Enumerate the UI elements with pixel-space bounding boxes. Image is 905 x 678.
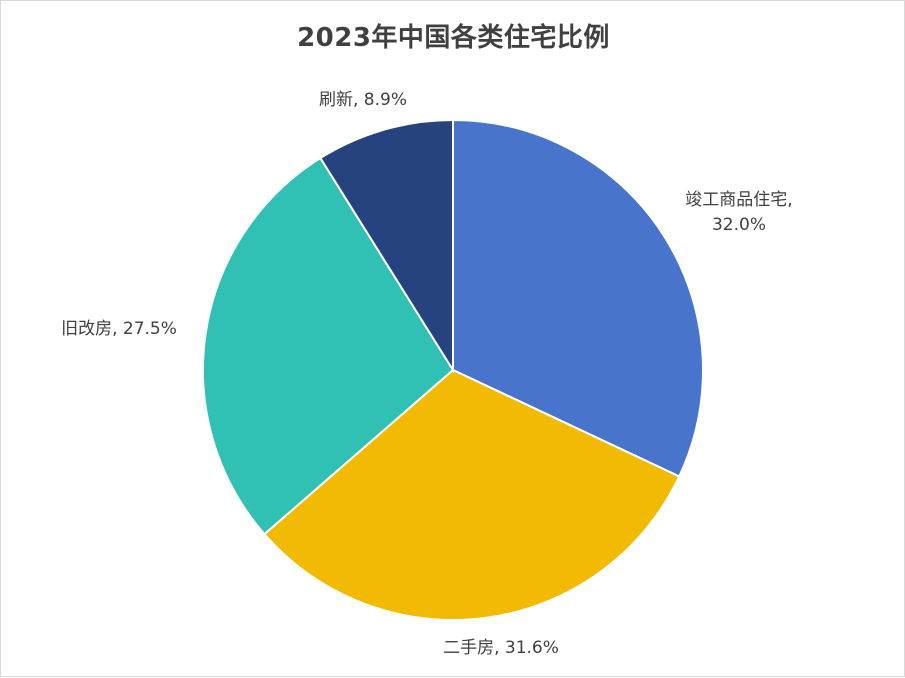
pie-labels: 竣工商品住宅, 32.0% 二手房, 31.6% 旧改房, 27.5% 刷新, 8.9% bbox=[61, 90, 793, 658]
chart-title: 2023年中国各类住宅比例 bbox=[297, 23, 610, 53]
pie-slice-3 bbox=[202, 156, 455, 536]
slice-label-4: 刷新, 8.9% bbox=[319, 90, 407, 110]
pie-slice-2 bbox=[263, 368, 681, 621]
pie-slice-1 bbox=[452, 118, 704, 478]
slice-label-1: 竣工商品住宅, 32.0% bbox=[685, 190, 792, 235]
pie-slice-4 bbox=[318, 118, 454, 374]
slice-label-3: 旧改房, 27.5% bbox=[61, 319, 177, 339]
pie-slices bbox=[202, 118, 704, 621]
slice-label-2: 二手房, 31.6% bbox=[443, 638, 559, 658]
